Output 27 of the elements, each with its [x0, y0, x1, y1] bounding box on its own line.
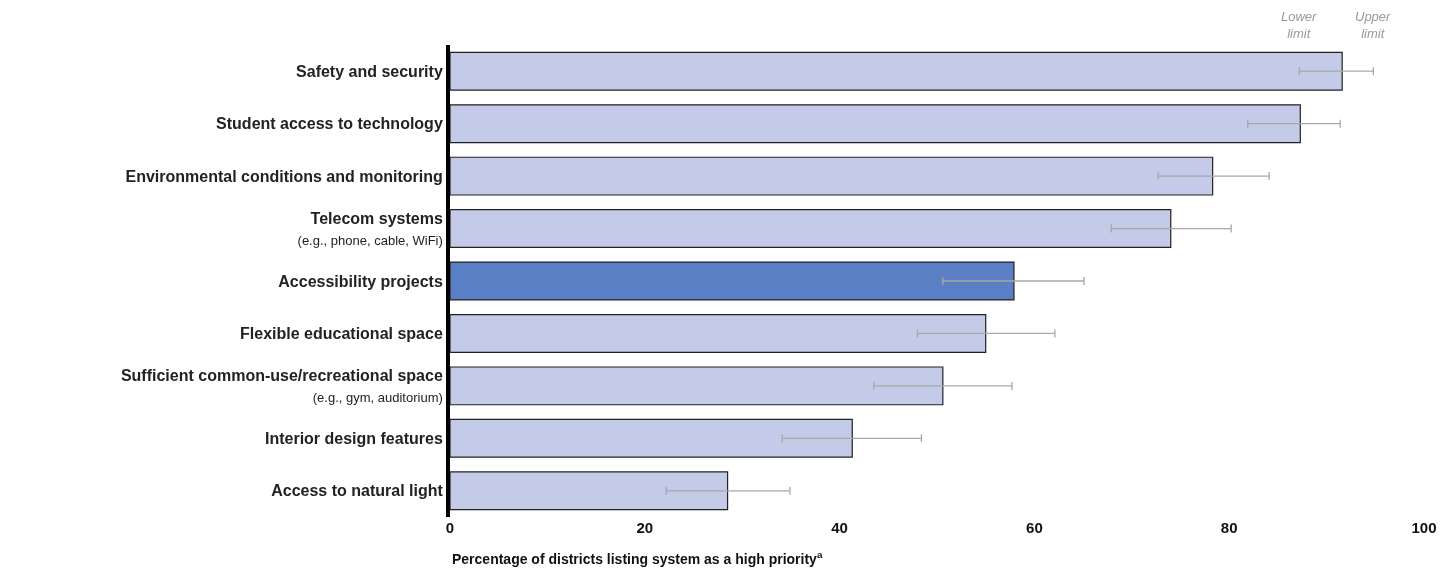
- x-tick-label: 100: [1411, 519, 1437, 536]
- x-tick-label: 0: [445, 519, 455, 536]
- annotation: Upper limit: [1355, 9, 1392, 41]
- y-tick-label: Sufficient common-use/recreational space (e.g., gym, auditorium): [120, 367, 443, 405]
- bar: [450, 471, 729, 511]
- y-tick-label: Accessibility projects: [278, 272, 443, 290]
- y-tick-label: Safety and security: [296, 62, 443, 80]
- x-tick-label: 80: [1220, 519, 1238, 536]
- bar: [450, 156, 1214, 196]
- y-tick-label: Interior design features: [264, 429, 443, 447]
- bar: [450, 313, 987, 353]
- bar: [450, 366, 944, 406]
- bar: [450, 418, 853, 458]
- bar: [450, 104, 1301, 144]
- bar: [450, 51, 1343, 91]
- bar: [450, 209, 1172, 249]
- annotation: Lower limit: [1281, 9, 1318, 41]
- x-tick-label: 60: [1026, 519, 1043, 536]
- x-axis-title: Percentage of districts listing system as a high priority$^{a}$: [452, 549, 823, 567]
- x-tick-label: 20: [636, 519, 654, 536]
- y-tick-label: Telecom systems (e.g., phone, cable, WiFi): [297, 209, 443, 248]
- y-tick-label: Flexible educational space: [240, 325, 443, 343]
- bar: [450, 261, 1015, 301]
- y-tick-label: Student access to technology: [216, 115, 443, 133]
- x-tick-label: 40: [831, 519, 848, 536]
- y-tick-label: Environmental conditions and monitoring: [125, 167, 443, 185]
- y-tick-label: Access to natural light: [271, 482, 444, 500]
